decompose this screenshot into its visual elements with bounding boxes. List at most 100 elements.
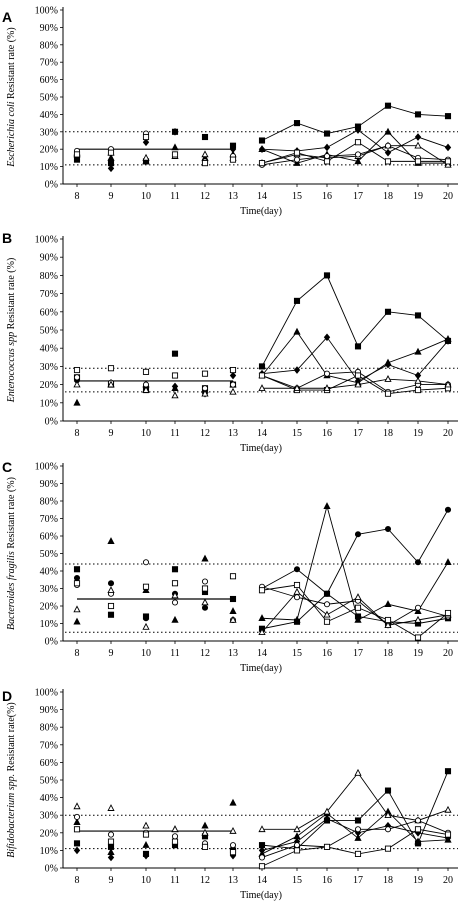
data-point [354,372,362,379]
data-point [354,817,362,824]
data-point [258,846,266,855]
data-point [258,137,266,144]
data-point [354,126,362,134]
data-point [384,616,392,624]
x-tick-label: 9 [109,191,114,202]
x-tick-label: 16 [322,875,332,886]
data-point [73,802,81,810]
data-point [323,143,331,152]
data-point [293,297,301,304]
data-point [384,787,392,794]
data-point [384,308,392,315]
data-point [107,804,115,811]
series-filled-square [73,768,452,857]
data-point [171,350,179,357]
y-axis-title-text: Resistant rate (%) [6,27,17,101]
x-tick-label: 17 [353,648,363,659]
x-tick-label: 16 [322,648,332,659]
x-tick-label: 18 [383,875,393,886]
data-point [323,843,331,850]
y-tick-label: 80% [40,723,58,734]
data-point [323,153,331,160]
panel-b: B 0% 10% 20% 30% 40% 50% 60% 70% 80% 90% 100% 8 9 10 11… [2,230,458,454]
y-tick-label: 80% [40,40,58,51]
data-point [258,160,266,167]
data-point [229,156,237,163]
y-tick-label: 90% [40,479,58,490]
data-point [73,398,81,406]
data-point [201,585,209,592]
series-open-square [73,826,452,870]
x-tick-label: 11 [170,191,180,202]
data-point [142,153,150,161]
data-point [414,141,422,149]
y-tick-label: 30% [40,811,58,822]
x-axis-title: Time(day) [240,663,282,674]
data-point [73,840,81,847]
data-point [293,159,301,166]
data-point [354,157,362,165]
x-tick-label: 16 [322,191,332,202]
data-point [414,376,422,384]
data-point [414,312,422,319]
data-point [414,634,422,641]
x-tick-label: 20 [443,191,453,202]
data-point [171,599,179,606]
data-point [354,613,362,620]
data-point [73,366,81,374]
data-point [107,838,115,845]
data-point [323,272,331,279]
x-tick-label: 12 [200,191,210,202]
y-axis-title-organism: Bacteroides fragilis [6,551,17,630]
data-point [444,558,452,566]
x-tick-label: 8 [75,191,80,202]
y-tick-label: 10% [40,619,58,630]
data-point [414,837,422,845]
y-tick-label: 20% [40,380,58,391]
data-point [229,798,237,806]
data-point [384,600,392,608]
data-point [107,602,115,610]
data-point [142,583,150,590]
y-tick-label: 60% [40,758,58,769]
data-point [107,380,115,388]
x-tick-label: 10 [141,875,151,886]
x-tick-label: 19 [413,191,423,202]
y-tick-label: 60% [40,75,58,86]
y-tick-label: 80% [40,271,58,282]
data-point [414,615,422,623]
panel-letter: A [2,9,12,25]
y-tick-label: 50% [40,93,58,104]
x-tick-label: 8 [75,648,80,659]
data-point [384,360,392,369]
data-point [142,133,150,141]
data-point [229,615,237,623]
data-point [107,611,115,618]
data-point [73,151,81,158]
panel-letter: C [2,459,12,475]
y-axis-title: Enterococcus spp Resistant rate (%) [6,258,17,404]
data-point [414,133,422,141]
series-open-square [73,573,452,641]
data-point [201,598,209,606]
data-point [293,847,301,854]
x-tick-label: 15 [292,191,302,202]
data-point [107,580,115,587]
x-tick-label: 19 [413,875,423,886]
data-point [171,151,179,158]
data-point [444,805,452,813]
y-axis-title: Bacteroides fragilis Resistant rate (%) [6,477,17,630]
data-point [201,578,209,585]
y-tick-label: 20% [40,602,58,613]
x-tick-label: 13 [228,875,238,886]
data-point [201,554,209,562]
data-point [201,370,209,377]
data-point [201,821,209,829]
x-tick-label: 14 [257,875,267,886]
data-point [384,811,392,818]
data-point [201,389,209,397]
x-tick-label: 8 [75,428,80,439]
data-point [384,525,392,533]
data-point [171,838,179,845]
y-tick-label: 30% [40,584,58,595]
